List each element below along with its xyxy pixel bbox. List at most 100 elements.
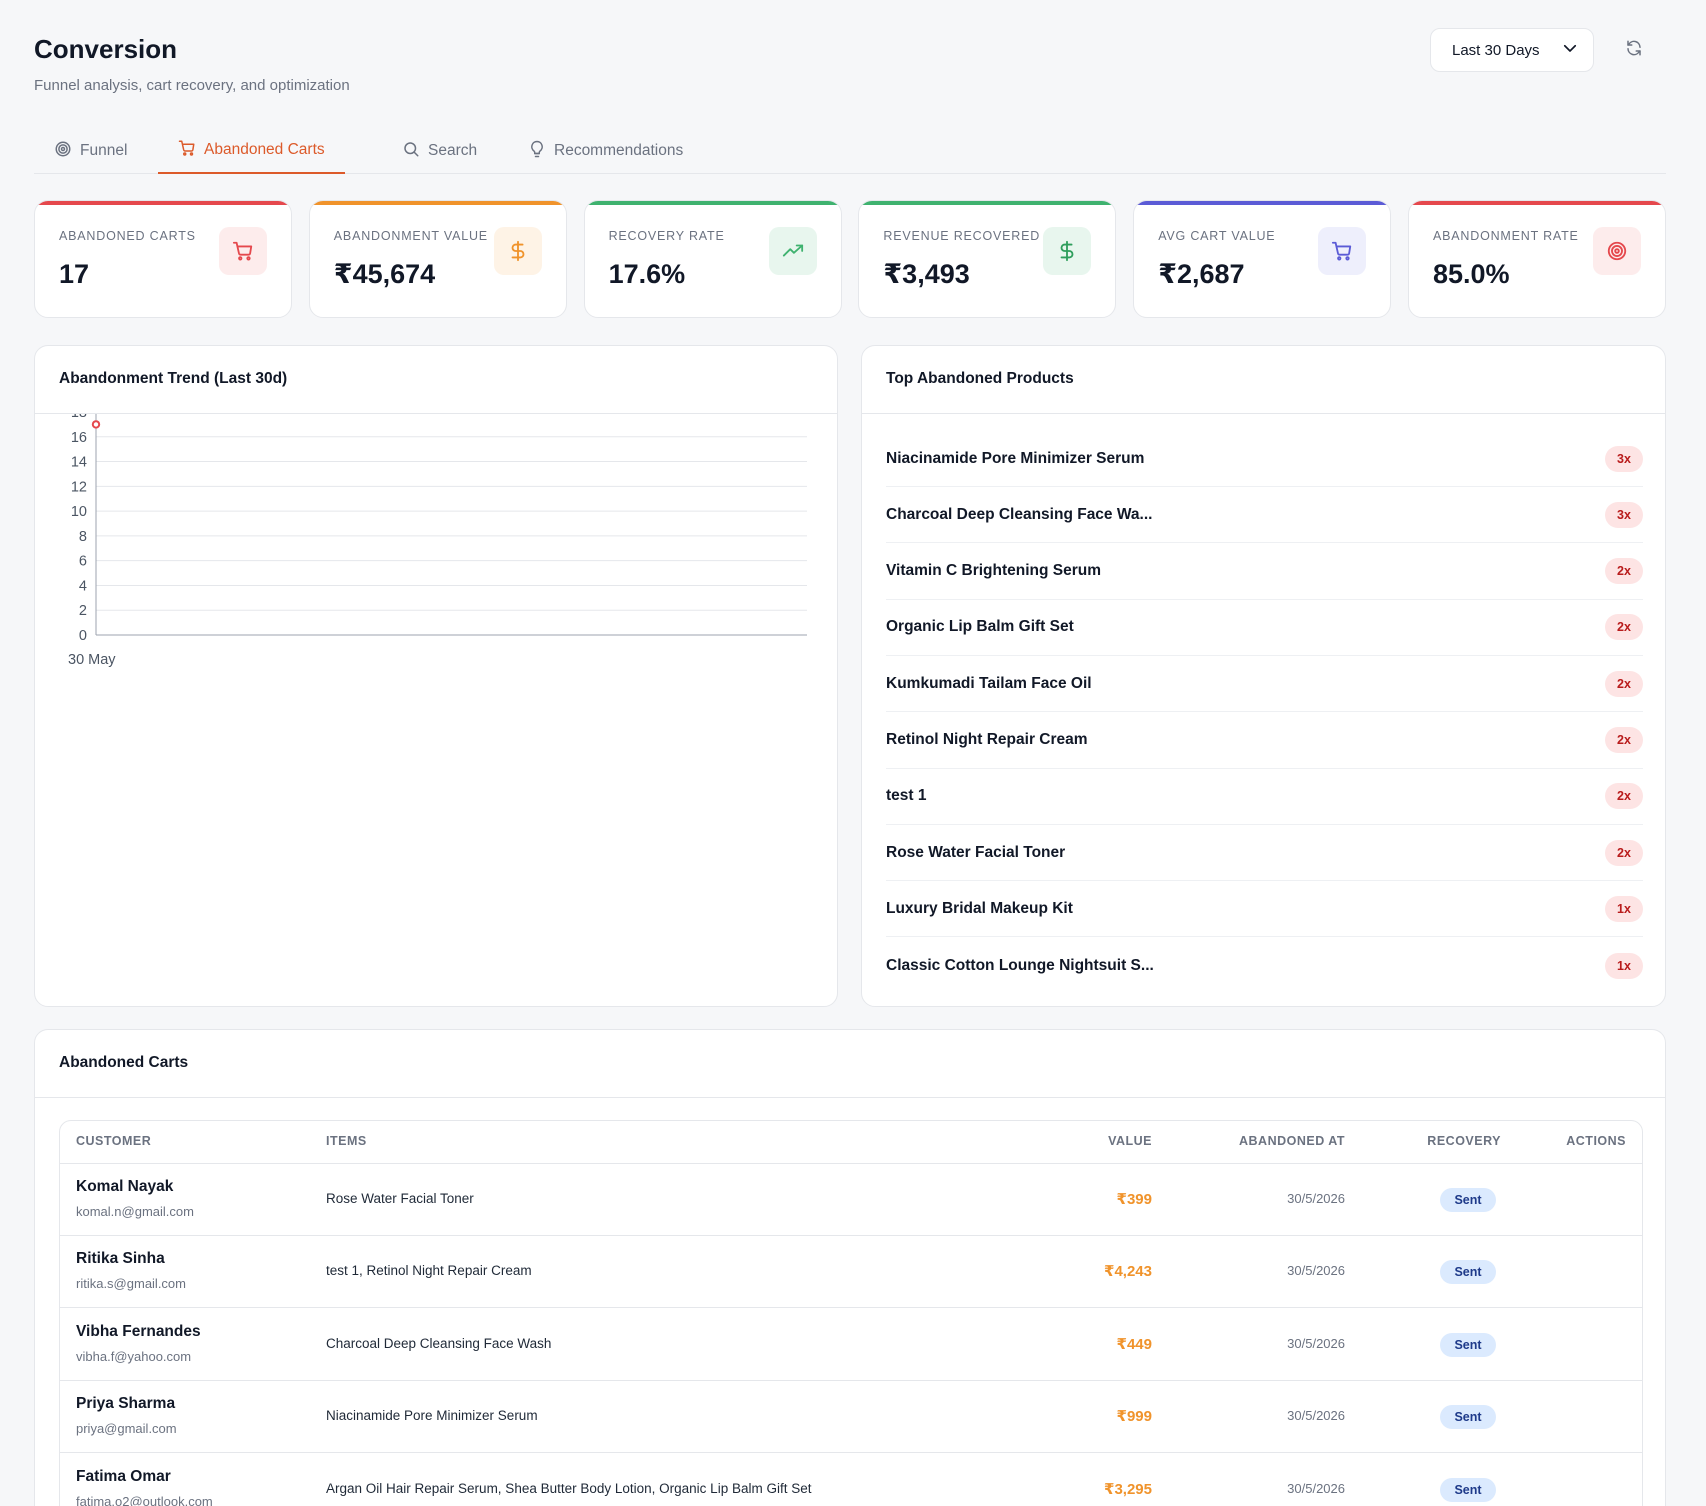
list-item[interactable]: Vitamin C Brightening Serum 2x: [886, 544, 1643, 600]
stat-card-avg-cart-value: AVG CART VALUE ₹2,687: [1133, 200, 1392, 318]
abandon-count-badge: 3x: [1605, 445, 1643, 472]
tab-funnel[interactable]: Funnel: [34, 128, 147, 174]
tab-search[interactable]: Search: [382, 128, 497, 174]
y-tick-label: 10: [71, 504, 87, 520]
list-item[interactable]: Retinol Night Repair Cream 2x: [886, 713, 1643, 769]
table-row[interactable]: Vibha Fernandes vibha.f@yahoo.com Charco…: [60, 1309, 1642, 1381]
col-recovery[interactable]: RECOVERY: [1427, 1134, 1501, 1148]
stat-card-abandonment-value: ABANDONMENT VALUE ₹45,674: [308, 200, 567, 318]
stat-value: ₹2,687: [1158, 259, 1245, 289]
y-tick-label: 18: [71, 414, 87, 421]
table-row[interactable]: Fatima Omar fatima.o2@outlook.com Argan …: [60, 1454, 1642, 1506]
abandon-count-badge: 2x: [1605, 783, 1643, 810]
customer-name: Priya Sharma: [76, 1395, 176, 1413]
abandon-count-badge: 2x: [1605, 839, 1643, 866]
stat-label: ABANDONED CARTS: [59, 229, 196, 243]
y-tick-label: 16: [71, 430, 87, 446]
list-item[interactable]: Organic Lip Balm Gift Set 2x: [886, 600, 1643, 656]
stat-card-abandonment-rate: ABANDONMENT RATE 85.0%: [1408, 200, 1666, 318]
date-range-select[interactable]: Last 30 Days: [1430, 28, 1594, 72]
list-item[interactable]: Luxury Bridal Makeup Kit 1x: [886, 881, 1643, 938]
list-item[interactable]: test 1 2x: [886, 769, 1643, 825]
customer-email: fatima.o2@outlook.com: [76, 1493, 213, 1506]
cart-icon: [178, 139, 196, 162]
cart-items: Niacinamide Pore Minimizer Serum: [326, 1408, 538, 1424]
cart-icon: [1318, 227, 1367, 275]
cart-items: Argan Oil Hair Repair Serum, Shea Butter…: [326, 1480, 812, 1496]
recovery-status-badge: Sent: [1440, 1405, 1496, 1430]
conversion-page: Conversion Funnel analysis, cart recover…: [34, 0, 1666, 1506]
y-tick-label: 8: [79, 529, 87, 545]
y-tick-label: 12: [71, 479, 87, 495]
recovery-status-badge: Sent: [1440, 1188, 1496, 1212]
abandon-count-badge: 1x: [1605, 952, 1643, 979]
table-row[interactable]: Ritika Sinha ritika.s@gmail.com test 1, …: [60, 1236, 1642, 1309]
abandoned-at: 30/5/2026: [1287, 1408, 1345, 1424]
col-actions: ACTIONS: [1566, 1134, 1626, 1148]
product-name: Kumkumadi Tailam Face Oil: [886, 674, 1092, 692]
trending-up-icon: [768, 227, 817, 275]
product-name: Vitamin C Brightening Serum: [886, 562, 1102, 580]
stat-label: AVG CART VALUE: [1158, 229, 1276, 243]
tab-abandoned-carts[interactable]: Abandoned Carts: [158, 128, 345, 174]
abandon-count-badge: 2x: [1605, 727, 1643, 753]
divider: [862, 413, 1665, 414]
abandoned-at: 30/5/2026: [1287, 1335, 1345, 1351]
panel-title: Abandonment Trend (Last 30d): [59, 370, 288, 387]
tab-label: Funnel: [80, 142, 128, 159]
list-item[interactable]: Rose Water Facial Toner 2x: [886, 825, 1643, 882]
product-name: Classic Cotton Lounge Nightsuit S...: [886, 956, 1154, 974]
stat-value: 85.0%: [1433, 259, 1510, 289]
product-name: Rose Water Facial Toner: [886, 843, 1066, 861]
table-row[interactable]: Priya Sharma priya@gmail.com Niacinamide…: [60, 1381, 1642, 1454]
cart-value: ₹4,243: [1104, 1263, 1152, 1281]
stat-value: ₹3,493: [883, 259, 970, 289]
customer-email: ritika.s@gmail.com: [76, 1276, 186, 1292]
recovery-status-badge: Sent: [1440, 1260, 1496, 1285]
refresh-icon: [1625, 39, 1643, 62]
product-name: Retinol Night Repair Cream: [886, 731, 1088, 748]
cart-value: ₹449: [1116, 1335, 1152, 1353]
col-items[interactable]: ITEMS: [326, 1134, 367, 1148]
table-row[interactable]: Komal Nayak komal.n@gmail.com Rose Water…: [60, 1164, 1642, 1236]
cart-value: ₹399: [1116, 1191, 1152, 1208]
divider: [35, 413, 837, 414]
tab-bar: Funnel Abandoned Carts Search Recommenda…: [34, 128, 1666, 174]
list-item[interactable]: Classic Cotton Lounge Nightsuit S... 1x: [886, 938, 1643, 994]
y-tick-label: 0: [79, 628, 87, 644]
chevron-down-icon: [1561, 39, 1579, 61]
col-abandoned-at[interactable]: ABANDONED AT: [1239, 1134, 1345, 1148]
list-item[interactable]: Niacinamide Pore Minimizer Serum 3x: [886, 431, 1643, 487]
stat-card-abandoned-carts: ABANDONED CARTS 17: [34, 200, 292, 318]
cart-items: Charcoal Deep Cleansing Face Wash: [326, 1335, 552, 1351]
stat-card-revenue-recovered: REVENUE RECOVERED ₹3,493: [858, 200, 1117, 318]
divider: [35, 1097, 1665, 1098]
lightbulb-icon: [528, 140, 546, 163]
stat-value: 17: [59, 259, 90, 289]
panel-title: Top Abandoned Products: [886, 370, 1074, 387]
stat-label: ABANDONMENT VALUE: [333, 229, 488, 243]
top-abandoned-products-panel: Top Abandoned Products Niacinamide Pore …: [861, 345, 1666, 1007]
y-tick-label: 4: [79, 578, 87, 594]
col-value[interactable]: VALUE: [1108, 1134, 1152, 1148]
cart-icon: [219, 227, 267, 275]
tab-recommendations[interactable]: Recommendations: [508, 128, 703, 174]
abandoned-at: 30/5/2026: [1287, 1480, 1345, 1496]
abandoned-carts-panel: Abandoned Carts CUSTOMER ITEMS VALUE ABA…: [34, 1029, 1666, 1506]
col-customer[interactable]: CUSTOMER: [76, 1134, 152, 1148]
list-item[interactable]: Kumkumadi Tailam Face Oil 2x: [886, 656, 1643, 713]
cart-value: ₹3,295: [1104, 1480, 1152, 1498]
page-title: Conversion: [34, 34, 178, 64]
tab-label: Recommendations: [554, 142, 684, 159]
abandon-count-badge: 2x: [1605, 614, 1643, 641]
x-tick-label: 30 May: [68, 652, 116, 668]
abandonment-trend-chart: 0 2 4 6 8 10 12 14 16 18 30 May: [68, 414, 807, 668]
abandon-count-badge: 1x: [1605, 895, 1643, 922]
target-icon: [1593, 227, 1641, 275]
refresh-button[interactable]: [1622, 38, 1646, 62]
abandonment-trend-panel: Abandonment Trend (Last 30d) 0 2 4 6 8 10 12 14…: [34, 345, 838, 1007]
customer-name: Komal Nayak: [76, 1178, 174, 1195]
target-icon: [54, 140, 72, 163]
list-item[interactable]: Charcoal Deep Cleansing Face Wa... 3x: [886, 487, 1643, 544]
stat-value: ₹45,674: [333, 259, 436, 289]
